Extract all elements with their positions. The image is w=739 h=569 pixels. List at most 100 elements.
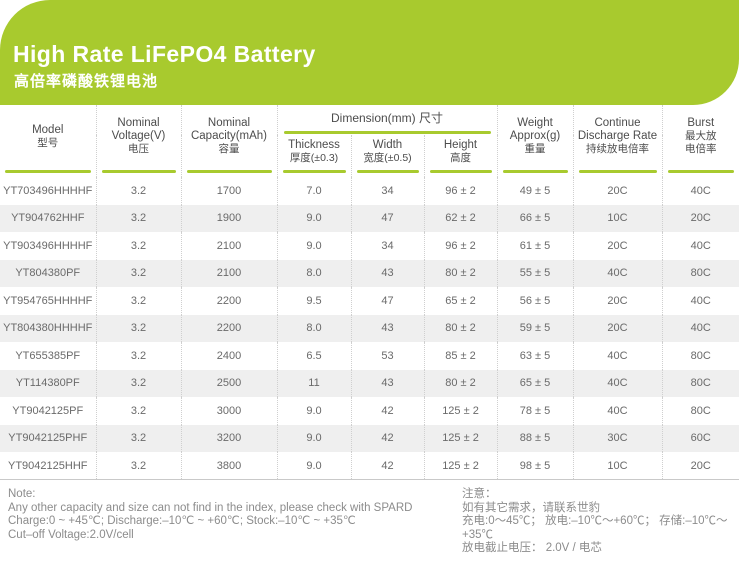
cell-discharge: 30C [572,424,662,452]
battery-spec-table: Model 型号 Nominal Voltage(V) 电压 Nominal C… [0,105,739,480]
cell-thickness: 9.0 [276,452,351,480]
cell-height: 125 ± 2 [423,452,497,480]
table-row: YT804380PF 3.2 2100 8.0 43 80 ± 2 55 ± 5 40C 80C [0,259,739,287]
header-text-line: 电压 [128,143,149,155]
cell-thickness: 7.0 [276,177,351,205]
col-header-burst: Burst 最大放 电倍率 [661,105,739,177]
cell-height: 96 ± 2 [423,232,497,260]
header-text-line: Burst [687,117,715,129]
cell-capacity: 3200 [180,424,277,452]
col-header-thickness: Thickness 厚度(±0.3) [276,135,351,177]
header-text-line: 宽度(±0.5) [363,152,412,164]
cell-height: 80 ± 2 [423,369,497,397]
cell-model: YT9042125PF [12,404,84,417]
cell-voltage: 3.2 [95,287,181,315]
cell-weight: 65 ± 5 [496,369,573,397]
cell-discharge: 20C [572,232,662,260]
page-subtitle: 高倍率磷酸铁锂电池 [14,73,159,90]
cell-discharge: 40C [572,259,662,287]
cell-discharge: 40C [572,397,662,425]
cell-burst: 40C [661,314,739,342]
cell-thickness: 8.0 [276,314,351,342]
cell-height: 65 ± 2 [423,287,497,315]
cell-width: 53 [350,342,424,370]
cell-model: YT9042125HHF [8,459,88,472]
header-text-line: Continue [594,117,641,129]
cell-height: 62 ± 2 [423,204,497,232]
table-row: YT9042125HHF 3.2 3800 9.0 42 125 ± 2 98 ± 5 10C… [0,452,739,480]
cell-model: YT655385PF [15,349,81,362]
cell-burst: 80C [661,259,739,287]
cell-burst: 20C [661,204,739,232]
header-text-line: Nominal [207,117,251,129]
cell-discharge: 20C [572,177,662,205]
cell-thickness: 9.0 [276,204,351,232]
header-text-line: Discharge Rate [577,130,658,142]
cell-burst: 80C [661,342,739,370]
header-text-line: 厚度(±0.3) [289,152,339,164]
cell-model: YT703496HHHHF [3,184,93,197]
cell-weight: 49 ± 5 [496,177,573,205]
note-heading: Note: [8,488,36,500]
col-header-weight: Weight Approx(g) 重量 [496,105,573,177]
header-text-line: 高度 [450,152,471,164]
cell-weight: 56 ± 5 [496,287,573,315]
cell-discharge: 10C [572,452,662,480]
col-header-height: Height 高度 [423,135,497,177]
table-row: YT9042125PF 3.2 3000 9.0 42 125 ± 2 78 ± 5 40C 8… [0,397,739,425]
cell-capacity: 2500 [180,369,277,397]
header-text-line: Approx(g) [509,130,561,142]
cell-voltage: 3.2 [95,369,181,397]
cell-capacity: 2200 [180,287,277,315]
cell-capacity: 2200 [180,314,277,342]
col-header-model: Model 型号 [0,105,96,177]
cell-height: 125 ± 2 [423,424,497,452]
cell-thickness: 9.0 [276,397,351,425]
table-row: YT904762HHF 3.2 1900 9.0 47 62 ± 2 66 ± 5 10C 20… [0,204,739,232]
cell-voltage: 3.2 [95,314,181,342]
header-row-top: Model 型号 Nominal Voltage(V) 电压 Nominal C… [0,105,739,177]
page-title: High Rate LiFePO4 Battery [13,41,316,67]
table-row: YT9042125PHF 3.2 3200 9.0 42 125 ± 2 88 ± 5 30C… [0,424,739,452]
cell-voltage: 3.2 [95,204,181,232]
cell-burst: 80C [661,369,739,397]
cell-model: YT954765HHHHF [3,294,93,307]
cell-model: YT904762HHF [11,212,85,225]
cell-voltage: 3.2 [95,424,181,452]
header-banner: High Rate LiFePO4 Battery 高倍率磷酸铁锂电池 [0,0,739,105]
table-row: YT655385PF 3.2 2400 6.5 53 85 ± 2 63 ± 5 40C 80C [0,342,739,370]
cell-burst: 40C [661,177,739,205]
cell-width: 42 [350,452,424,480]
header-text-line: Model [32,123,64,136]
cell-weight: 88 ± 5 [496,424,573,452]
cell-width: 47 [350,287,424,315]
cell-height: 80 ± 2 [423,259,497,287]
cell-model: YT903496HHHHF [3,239,93,252]
note-line: Charge:0 ~ +45℃; Discharge:–10℃ ~ +60℃; … [8,515,356,527]
cell-height: 80 ± 2 [423,314,497,342]
cell-weight: 59 ± 5 [496,314,573,342]
header-text-line: Weight [517,117,553,129]
cell-capacity: 1900 [180,204,277,232]
note-line: 充电:0～45℃； 放电:–10℃～+60℃； 存储:–10℃～+35℃ [462,515,728,541]
cell-weight: 61 ± 5 [496,232,573,260]
notes-english: Note: Any other capacity and size can no… [0,488,455,556]
cell-model: YT804380HHHHF [3,322,93,335]
col-header-dimension-group: Dimension(mm) 尺寸 [276,105,497,135]
cell-voltage: 3.2 [95,397,181,425]
cell-width: 42 [350,424,424,452]
col-header-width: Width 宽度(±0.5) [350,135,424,177]
battery-table-body: YT703496HHHHF 3.2 1700 7.0 34 96 ± 2 49 ± 5 20C… [0,177,739,480]
table-row: YT954765HHHHF 3.2 2200 9.5 47 65 ± 2 56 ± 5 20C… [0,287,739,315]
cell-thickness: 8.0 [276,259,351,287]
cell-weight: 55 ± 5 [496,259,573,287]
header-text-line: 重量 [524,143,546,155]
header-text-line: 容量 [218,143,240,155]
header-text-line: Height [443,139,478,151]
cell-discharge: 40C [572,342,662,370]
header-text-line: Width [372,139,403,151]
table-row: YT903496HHHHF 3.2 2100 9.0 34 96 ± 2 61 ± 5 20C… [0,232,739,260]
col-header-capacity: Nominal Capacity(mAh) 容量 [180,105,277,177]
cell-burst: 40C [661,232,739,260]
